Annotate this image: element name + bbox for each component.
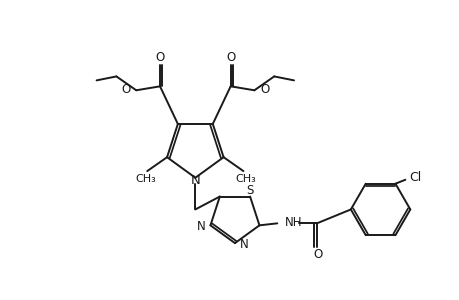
Text: CH₃: CH₃ [134,174,155,184]
Text: O: O [155,51,164,64]
Text: Cl: Cl [409,171,420,184]
Text: N: N [240,238,248,250]
Text: N: N [190,174,200,187]
Text: O: O [313,248,322,261]
Text: O: O [260,83,269,96]
Text: N: N [196,220,205,233]
Text: O: O [121,83,130,96]
Text: NH: NH [285,216,302,229]
Text: S: S [246,184,253,197]
Text: O: O [225,51,235,64]
Text: CH₃: CH₃ [235,174,255,184]
